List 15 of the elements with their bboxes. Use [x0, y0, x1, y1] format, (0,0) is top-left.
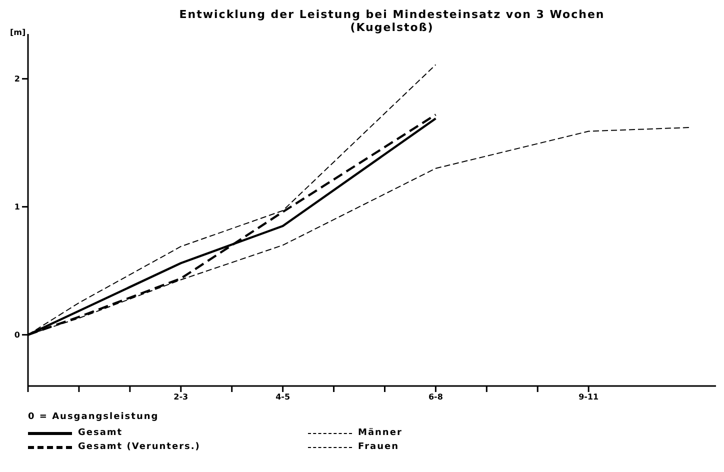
y-tick-label: 2 [14, 74, 20, 84]
x-tick-label: 9-11 [578, 392, 600, 402]
y-tick-label: 0 [14, 330, 20, 340]
y-tick-label: 1 [14, 202, 20, 212]
legend-label: Gesamt (Verunters.) [78, 442, 200, 452]
legend-label: Männer [358, 428, 402, 438]
legend-label: Gesamt [78, 428, 123, 438]
legend-label: Frauen [358, 442, 400, 452]
x-tick-label: 2-3 [174, 392, 188, 402]
chart-title: Entwicklung der Leistung bei Mindesteinsatz von 3 Wochen [178, 8, 606, 21]
x-tick-label: 4-5 [276, 392, 290, 402]
x-tick-label: 6-8 [428, 392, 444, 402]
text: 0 = Ausgangsleistung [28, 412, 160, 424]
y-axis-title: [m] [10, 28, 26, 37]
chart-subtitle: (Kugelstoß) [349, 21, 435, 34]
